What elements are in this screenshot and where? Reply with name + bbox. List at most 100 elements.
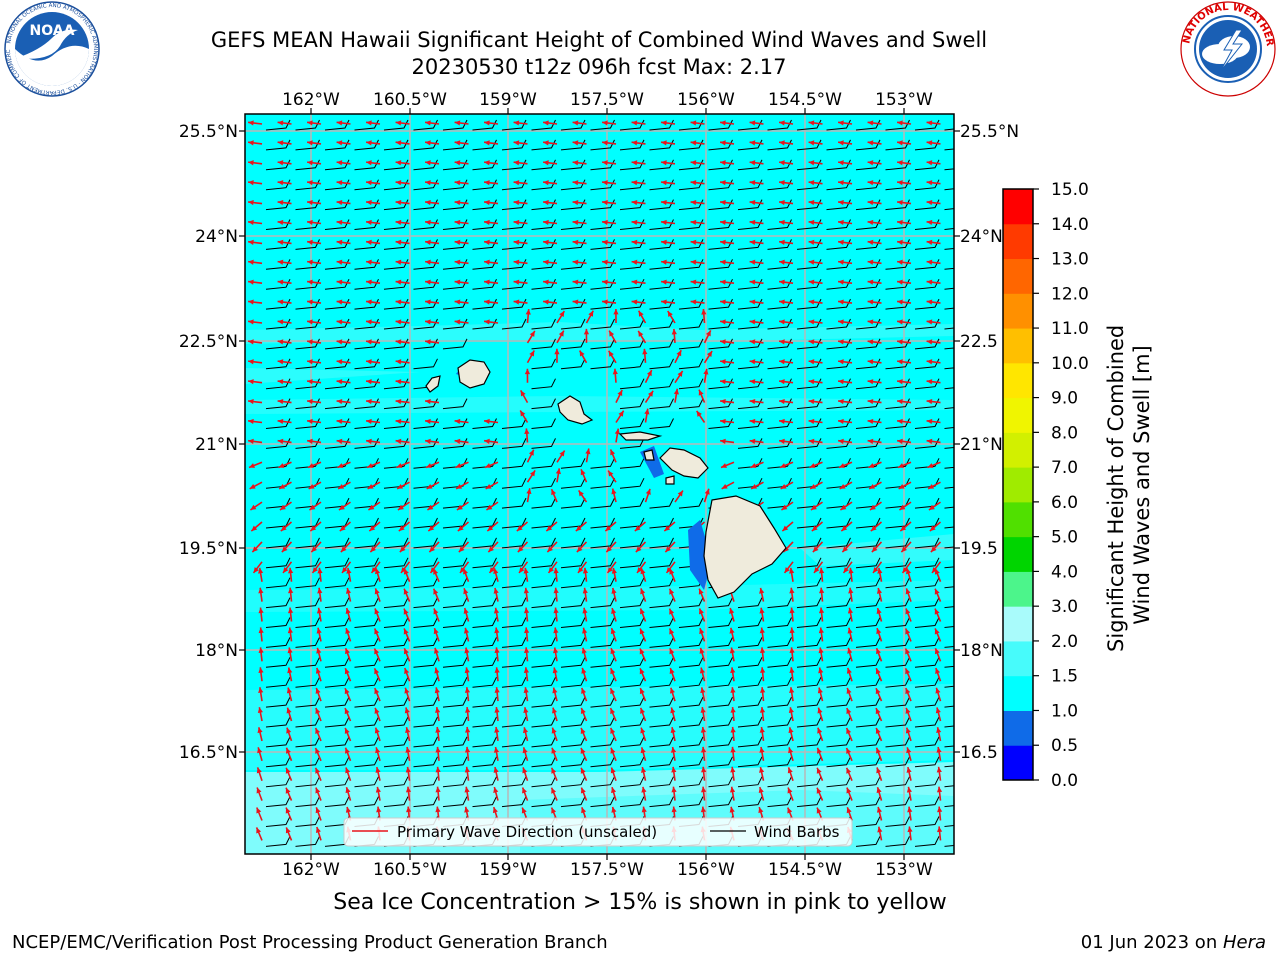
wind-barb — [855, 378, 881, 390]
wave-arrowhead — [867, 160, 874, 166]
wave-arrowhead — [551, 787, 557, 794]
wave-arrowhead — [310, 525, 317, 532]
wind-barb — [708, 298, 733, 310]
wave-arrowhead — [395, 219, 402, 226]
wind-barb — [914, 637, 940, 648]
wind-barb — [796, 458, 822, 469]
wave-arrowhead — [366, 239, 372, 245]
wave-arrowhead — [484, 438, 490, 444]
wave-arrowhead — [661, 160, 667, 166]
wind-barb — [855, 637, 881, 648]
wave-arrowhead — [517, 546, 524, 553]
wind-barb — [590, 179, 615, 191]
wind-barb — [619, 398, 645, 410]
wave-arrowhead — [926, 319, 933, 325]
wind-barb — [442, 477, 468, 489]
wind-barb — [649, 179, 674, 191]
wave-arrowhead — [307, 160, 313, 166]
wave-arrowhead — [258, 587, 264, 594]
wind-barb — [826, 199, 851, 211]
wind-barb — [295, 119, 320, 131]
wave-arrowhead — [789, 687, 795, 694]
wind-barb — [531, 119, 556, 131]
wind-barb — [442, 776, 468, 788]
wind-barb — [531, 796, 556, 808]
wind-barb — [678, 318, 704, 330]
wave-arrowhead — [368, 504, 375, 510]
wave-arrowhead — [926, 299, 933, 305]
wave-arrowhead — [730, 766, 736, 773]
wind-barb — [442, 219, 468, 230]
wave-arrowhead — [809, 463, 816, 468]
wave-arrowhead — [808, 140, 815, 146]
island-maui — [659, 447, 709, 479]
wind-barb — [501, 418, 527, 429]
wind-barb — [324, 776, 350, 788]
wave-arrowhead — [454, 120, 461, 126]
wave-arrowhead — [631, 140, 638, 146]
wave-arrowhead — [846, 727, 852, 734]
wind-barb — [383, 477, 409, 489]
wind-barb — [914, 418, 940, 429]
wave-arrowhead — [808, 319, 815, 325]
wind-barb — [649, 617, 674, 628]
wave-arrowhead — [808, 279, 815, 285]
wave-arrowhead — [838, 299, 844, 305]
nws-logo-icon: NATIONAL WEATHER SERVICE — [1176, 0, 1276, 97]
wave-arrowhead — [661, 219, 667, 226]
wind-barb — [265, 537, 291, 549]
wave-arrowhead — [374, 608, 380, 615]
wave-arrowhead — [528, 449, 534, 456]
wind-barb — [442, 796, 468, 808]
wind-barb — [295, 736, 320, 748]
wave-arrowhead — [315, 827, 321, 833]
wind-barb — [590, 676, 615, 688]
wave-arrowhead — [336, 239, 343, 245]
wave-arrowhead — [669, 668, 675, 674]
island-molokai — [618, 431, 663, 441]
wind-barb — [649, 358, 674, 370]
wind-barb — [796, 716, 822, 728]
wind-barb — [767, 219, 792, 230]
wind-barb — [914, 836, 940, 847]
wave-arrowhead — [928, 504, 935, 510]
wind-barb — [472, 776, 497, 788]
wave-arrowhead — [720, 259, 726, 265]
wave-arrowhead — [897, 438, 903, 444]
wave-arrowhead — [494, 667, 500, 673]
wind-barb — [590, 617, 615, 628]
colorbar-tick-label: 13.0 — [1051, 250, 1089, 270]
wave-arrowhead — [698, 389, 704, 396]
wind-barb — [649, 796, 674, 808]
wave-arrowhead — [513, 239, 520, 245]
wave-arrowhead — [640, 707, 645, 714]
wind-barb — [826, 617, 851, 628]
wind-barb — [413, 398, 438, 410]
wind-barb — [560, 199, 586, 211]
wind-barb — [885, 676, 910, 688]
wave-arrowhead — [572, 140, 579, 146]
colorbar-title: Significant Height of Combined Wind Wave… — [1104, 318, 1154, 652]
island-kauai — [457, 359, 491, 389]
wind-barb — [265, 199, 291, 211]
wave-arrowhead — [425, 199, 431, 206]
wave-arrowhead — [494, 627, 500, 634]
wind-barb — [914, 358, 940, 370]
wave-arrowhead — [463, 608, 469, 614]
wind-barb — [885, 736, 910, 748]
wave-arrowhead — [638, 310, 644, 317]
wind-barb — [383, 577, 409, 589]
wind-barb — [354, 577, 379, 589]
wave-arrowhead — [404, 687, 410, 694]
wave-arrowhead — [640, 747, 646, 754]
wind-barb — [678, 159, 704, 171]
wind-barb — [649, 736, 674, 748]
wind-barb — [531, 139, 556, 151]
wind-barb — [501, 756, 527, 768]
wind-barb — [796, 418, 822, 429]
wave-arrowhead — [307, 299, 313, 305]
wind-barb — [324, 438, 350, 449]
colorbar-segment — [1003, 432, 1033, 468]
wind-barb — [413, 418, 438, 429]
wave-arrowhead — [749, 339, 756, 345]
